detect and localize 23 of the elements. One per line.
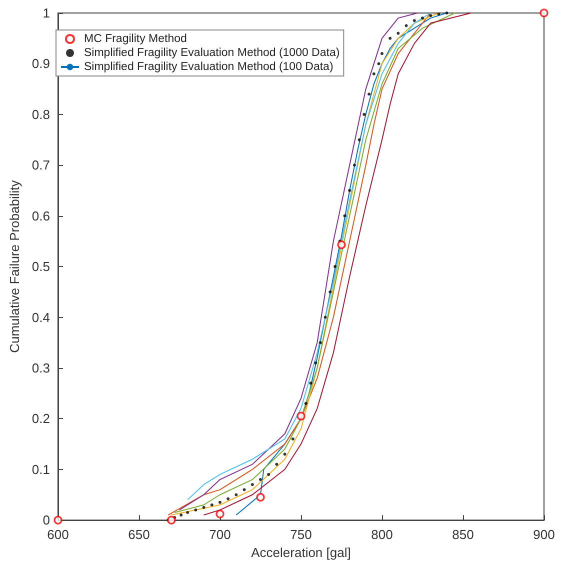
y-tick-label: 1 [42,6,50,20]
legend-label: Simplified Fragility Evaluation Method (100 Data) [84,61,334,73]
x-axis-title: Acceleration [gal] [251,545,351,560]
y-tick-label: 0.2 [32,411,50,426]
x-tick-label: 900 [533,527,555,542]
x-tick-label: 800 [371,527,393,542]
x-tick-label: 850 [452,527,474,542]
y-axis-title: Cumulative Failure Probability [7,180,22,353]
x-tick-label: 600 [47,527,69,542]
y-tick-label: 0.9 [32,56,50,72]
y-tick-label: 0.1 [32,462,50,477]
y-tick-label: 0.5 [32,259,50,274]
x-tick-label: 750 [290,527,312,542]
y-tick-label: 0.8 [32,106,50,122]
legend-label: Simplified Fragility Evaluation Method (1000 Data) [84,47,340,59]
x-tick-label: 700 [209,527,231,542]
x-tick-label: 650 [128,527,150,542]
y-tick-label: 0.3 [32,360,50,376]
y-tick-label: 0.4 [32,310,50,325]
y-tick-label: 0 [42,512,50,528]
legend-label: MC Fragility Method [84,33,187,45]
y-tick-label: 0.6 [32,208,50,224]
y-tick-label: 0.7 [32,158,50,173]
